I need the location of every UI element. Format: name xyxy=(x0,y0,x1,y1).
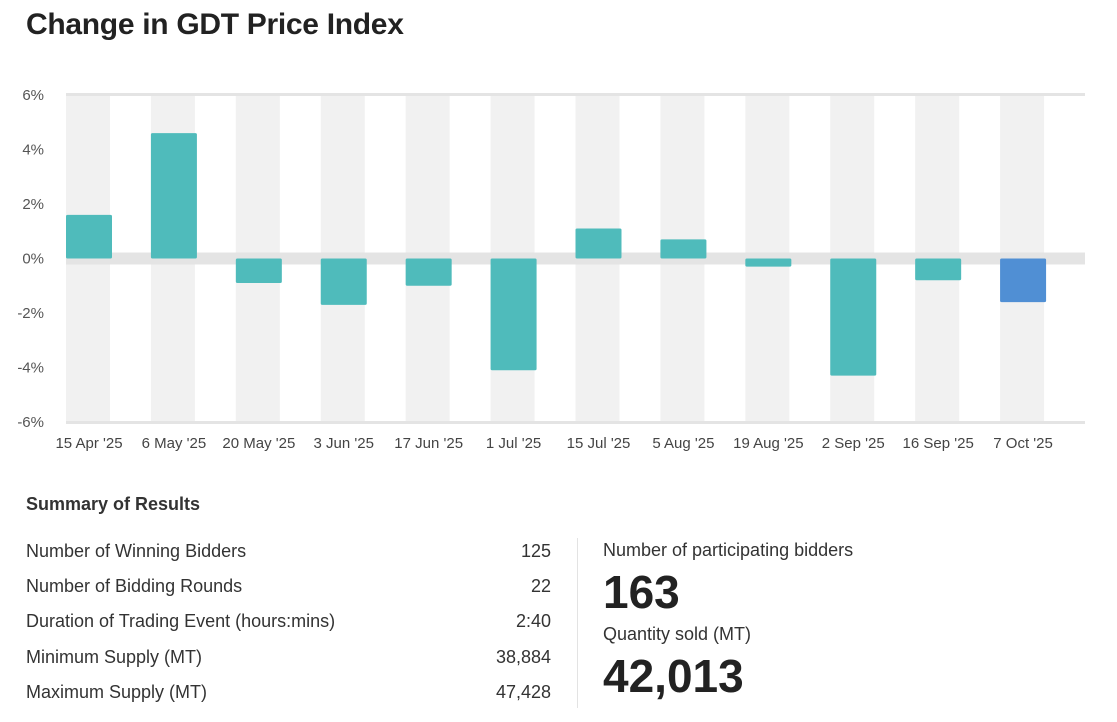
x-tick-label: 3 Jun '25 xyxy=(314,435,374,452)
row-value: 22 xyxy=(530,576,551,596)
summary-row-max-supply: Maximum Supply (MT) 47,428 xyxy=(26,682,551,703)
x-tick-label: 5 Aug '25 xyxy=(652,435,714,452)
row-label: Number of Bidding Rounds xyxy=(26,576,243,596)
bar-11 xyxy=(1000,258,1047,303)
row-label: Duration of Trading Event (hours:mins) xyxy=(26,611,336,631)
y-tick-label: 4% xyxy=(22,142,44,159)
bar-4 xyxy=(405,258,452,286)
bar-6 xyxy=(575,228,622,259)
x-tick-label: 15 Jul '25 xyxy=(567,435,631,452)
bar-5 xyxy=(490,258,537,371)
page-title: Change in GDT Price Index xyxy=(26,8,404,41)
bar-2 xyxy=(235,258,282,284)
row-value: 2:40 xyxy=(515,611,551,631)
bottom-gridline xyxy=(66,421,1085,424)
y-tick-label: 6% xyxy=(22,87,44,104)
x-tick-label: 15 Apr '25 xyxy=(55,435,122,452)
summary-row-duration: Duration of Trading Event (hours:mins) 2:… xyxy=(26,611,551,632)
row-label: Maximum Supply (MT) xyxy=(26,682,208,702)
y-tick-label: -6% xyxy=(17,414,44,431)
x-tick-label: 20 May '25 xyxy=(222,435,295,452)
price-index-chart: 6% 4% 2% 0% -2% -4% -6% 15 Apr '25 6 May '25 20 M… xyxy=(17,87,1085,452)
row-value: 38,884 xyxy=(495,647,551,667)
row-value: 125 xyxy=(520,541,551,561)
y-tick-label: 2% xyxy=(22,196,44,213)
quantity-sold-value: 42,013 xyxy=(603,650,744,702)
summary-heading: Summary of Results xyxy=(26,494,201,514)
x-tick-label: 1 Jul '25 xyxy=(486,435,541,452)
y-tick-label: -4% xyxy=(17,360,44,377)
bar-10 xyxy=(915,258,962,281)
bar-8 xyxy=(745,258,792,267)
row-label: Minimum Supply (MT) xyxy=(26,647,203,667)
y-tick-label: -2% xyxy=(17,305,44,322)
row-label: Number of Winning Bidders xyxy=(26,541,247,561)
participating-bidders-value: 163 xyxy=(603,566,680,618)
bar-0 xyxy=(66,214,112,259)
bar-1 xyxy=(150,133,197,259)
bar-9 xyxy=(830,258,877,376)
x-tick-label: 17 Jun '25 xyxy=(394,435,463,452)
summary-divider xyxy=(577,538,578,708)
summary-row-min-supply: Minimum Supply (MT) 38,884 xyxy=(26,647,551,668)
bar-7 xyxy=(660,239,707,259)
summary-row-bidding-rounds: Number of Bidding Rounds 22 xyxy=(26,576,551,597)
participating-bidders-label: Number of participating bidders xyxy=(603,540,854,560)
row-value: 47,428 xyxy=(495,682,551,702)
bar-3 xyxy=(320,258,367,305)
summary-row-winning-bidders: Number of Winning Bidders 125 xyxy=(26,541,551,562)
y-tick-label: 0% xyxy=(22,251,44,268)
quantity-sold-label: Quantity sold (MT) xyxy=(603,624,752,644)
x-tick-label: 7 Oct '25 xyxy=(993,435,1053,452)
x-tick-label: 19 Aug '25 xyxy=(733,435,803,452)
x-tick-label: 6 May '25 xyxy=(142,435,207,452)
x-tick-label: 2 Sep '25 xyxy=(822,435,885,452)
top-gridline xyxy=(66,93,1085,96)
x-tick-label: 16 Sep '25 xyxy=(903,435,974,452)
